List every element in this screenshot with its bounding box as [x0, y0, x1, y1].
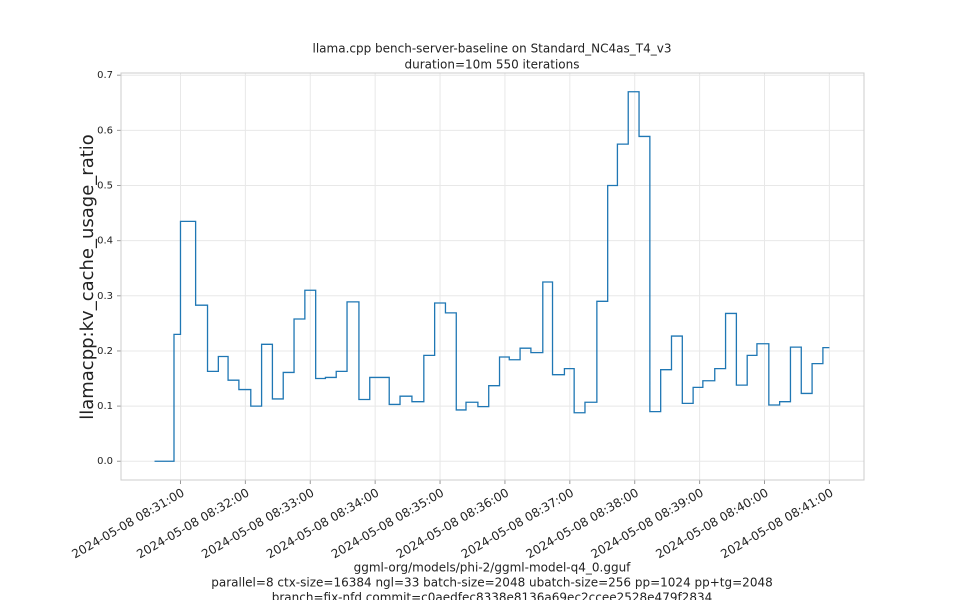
y-tick-label: 0.4	[97, 236, 113, 247]
x-tick-label: 2024-05-08 08:33:00	[199, 486, 316, 562]
x-axis-label: ggml-org/models/phi-2/ggml-model-q4_0.gg…	[354, 561, 632, 575]
x-tick-label: 2024-05-08 08:40:00	[653, 486, 770, 562]
y-tick-label: 0.0	[97, 456, 113, 467]
x-tick-label: 2024-05-08 08:35:00	[329, 486, 446, 562]
chart-subtitle: duration=10m 550 iterations	[405, 58, 580, 72]
x-tick-label: 2024-05-08 08:39:00	[588, 486, 705, 562]
x-tick-label: 2024-05-08 08:32:00	[134, 486, 251, 562]
x-tick-label: 2024-05-08 08:31:00	[69, 486, 186, 562]
data-line	[154, 91, 830, 462]
y-tick-label: 0.5	[97, 181, 113, 192]
x-axis-label: branch=fix-nfd commit=c0aedfec8338e8136a…	[272, 591, 712, 600]
y-tick-label: 0.6	[97, 125, 113, 136]
x-tick-label: 2024-05-08 08:37:00	[459, 486, 576, 562]
chart-title: llama.cpp bench-server-baseline on Stand…	[313, 42, 672, 56]
x-tick-label: 2024-05-08 08:36:00	[394, 486, 511, 562]
y-tick-label: 0.7	[97, 70, 113, 81]
plot-frame	[120, 72, 865, 481]
y-tick-label: 0.2	[97, 346, 113, 357]
y-tick-label: 0.1	[97, 401, 113, 412]
y-axis-label: llamacpp:kv_cache_usage_ratio	[77, 134, 98, 420]
x-tick-label: 2024-05-08 08:38:00	[524, 486, 641, 562]
x-tick-label: 2024-05-08 08:34:00	[264, 486, 381, 562]
y-tick-label: 0.3	[97, 291, 113, 302]
x-axis-label: parallel=8 ctx-size=16384 ngl=33 batch-s…	[211, 576, 772, 590]
x-tick-label: 2024-05-08 08:41:00	[718, 486, 835, 562]
